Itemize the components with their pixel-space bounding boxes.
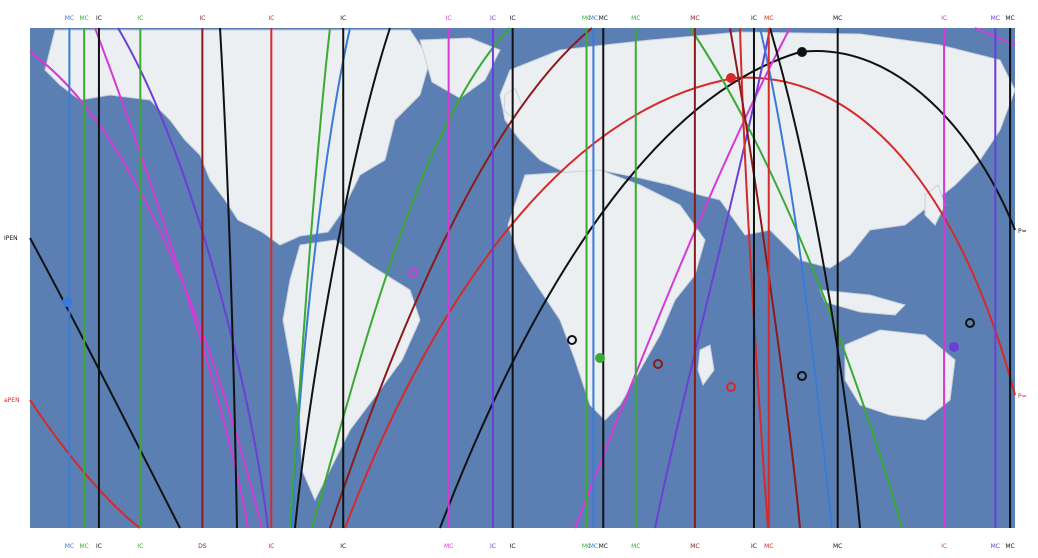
bottom-label-7: MC [444, 543, 453, 550]
top-label-4: IC [199, 15, 205, 22]
curve-sun-1 [289, 27, 331, 529]
bottom-label-0: MC [65, 543, 74, 550]
top-label-2: IC [96, 15, 102, 22]
top-label-6: IC [340, 15, 346, 22]
bottom-label-12: MC [599, 543, 608, 550]
curve-saturn-4 [439, 50, 1016, 529]
marker-moon [62, 297, 72, 307]
marker-saturn-3 [965, 318, 975, 328]
top-label-1: MC [79, 15, 88, 22]
curve-jupiter-2 [729, 27, 801, 529]
curve-saturn-1 [29, 237, 181, 529]
bottom-label-4: DS [198, 543, 207, 550]
top-label-8: IC [490, 15, 496, 22]
bottom-label-17: MC [833, 543, 842, 550]
bottom-label-1: MC [79, 543, 88, 550]
bottom-label-9: IC [510, 543, 516, 550]
mc-ic-lines [68, 28, 1012, 528]
bottom-label-13: MC [631, 543, 640, 550]
land-madagascar [697, 344, 715, 387]
marker-mercury [408, 268, 418, 278]
curve-venus-1 [117, 27, 269, 529]
top-label-3: IC [137, 15, 143, 22]
bottom-label-5: IC [268, 543, 274, 550]
marker-saturn-1 [567, 335, 577, 345]
bottom-label-19: MC [991, 543, 1000, 550]
edge-label-right-top: P= [1018, 228, 1027, 235]
edge-label-left-bottom: aPEN [4, 397, 20, 404]
curve-saturn-2 [219, 27, 238, 529]
curve-saturn-5 [769, 27, 861, 529]
top-label-19: MC [991, 15, 1000, 22]
marker-mars-top [726, 73, 736, 83]
land-australia [844, 329, 956, 421]
top-label-16: MC [764, 15, 773, 22]
top-label-11: MC [589, 15, 598, 22]
marker-sun [595, 353, 605, 363]
curve-sun-2 [311, 27, 511, 529]
edge-label-left-top: IPEN [4, 235, 18, 242]
top-label-13: MC [631, 15, 640, 22]
bottom-label-18: IC [941, 543, 947, 550]
bottom-label-2: IC [96, 543, 102, 550]
top-label-15: IC [751, 15, 757, 22]
top-label-14: MC [690, 15, 699, 22]
marker-saturn-top [797, 47, 807, 57]
curve-jupiter-1 [329, 27, 593, 529]
bottom-label-10: MC [582, 543, 591, 550]
edge-label-right-bottom: P= [1018, 393, 1027, 400]
top-label-12: MC [599, 15, 608, 22]
marker-jupiter [653, 359, 663, 369]
bottom-label-8: IC [490, 543, 496, 550]
top-label-18: IC [941, 15, 947, 22]
marker-venus [949, 342, 959, 352]
top-label-7: IC [446, 15, 452, 22]
bottom-label-20: MC [1005, 543, 1014, 550]
top-label-10: MC [582, 15, 591, 22]
top-label-9: IC [510, 15, 516, 22]
bottom-label-6: IC [340, 543, 346, 550]
curve-moon-2 [759, 27, 833, 529]
land-south-america [282, 239, 421, 502]
curve-moon-1 [291, 27, 351, 529]
top-label-0: MC [65, 15, 74, 22]
marker-mars [726, 382, 736, 392]
bottom-label-3: IC [137, 543, 143, 550]
top-label-5: IC [268, 15, 274, 22]
curve-mercury-1 [29, 51, 263, 529]
curve-saturn-3 [294, 27, 391, 529]
curve-sun-3 [689, 27, 903, 529]
bottom-label-15: IC [751, 543, 757, 550]
bottom-label-14: MC [690, 543, 699, 550]
bottom-label-16: MC [764, 543, 773, 550]
top-label-20: MC [1005, 15, 1014, 22]
top-label-17: MC [833, 15, 842, 22]
curve-venus-2 [654, 27, 771, 529]
land-greenland [419, 37, 501, 99]
bottom-label-11: MC [589, 543, 598, 550]
marker-saturn-2 [797, 371, 807, 381]
curve-mars-1 [29, 399, 141, 529]
curve-mercury-2 [94, 27, 249, 529]
